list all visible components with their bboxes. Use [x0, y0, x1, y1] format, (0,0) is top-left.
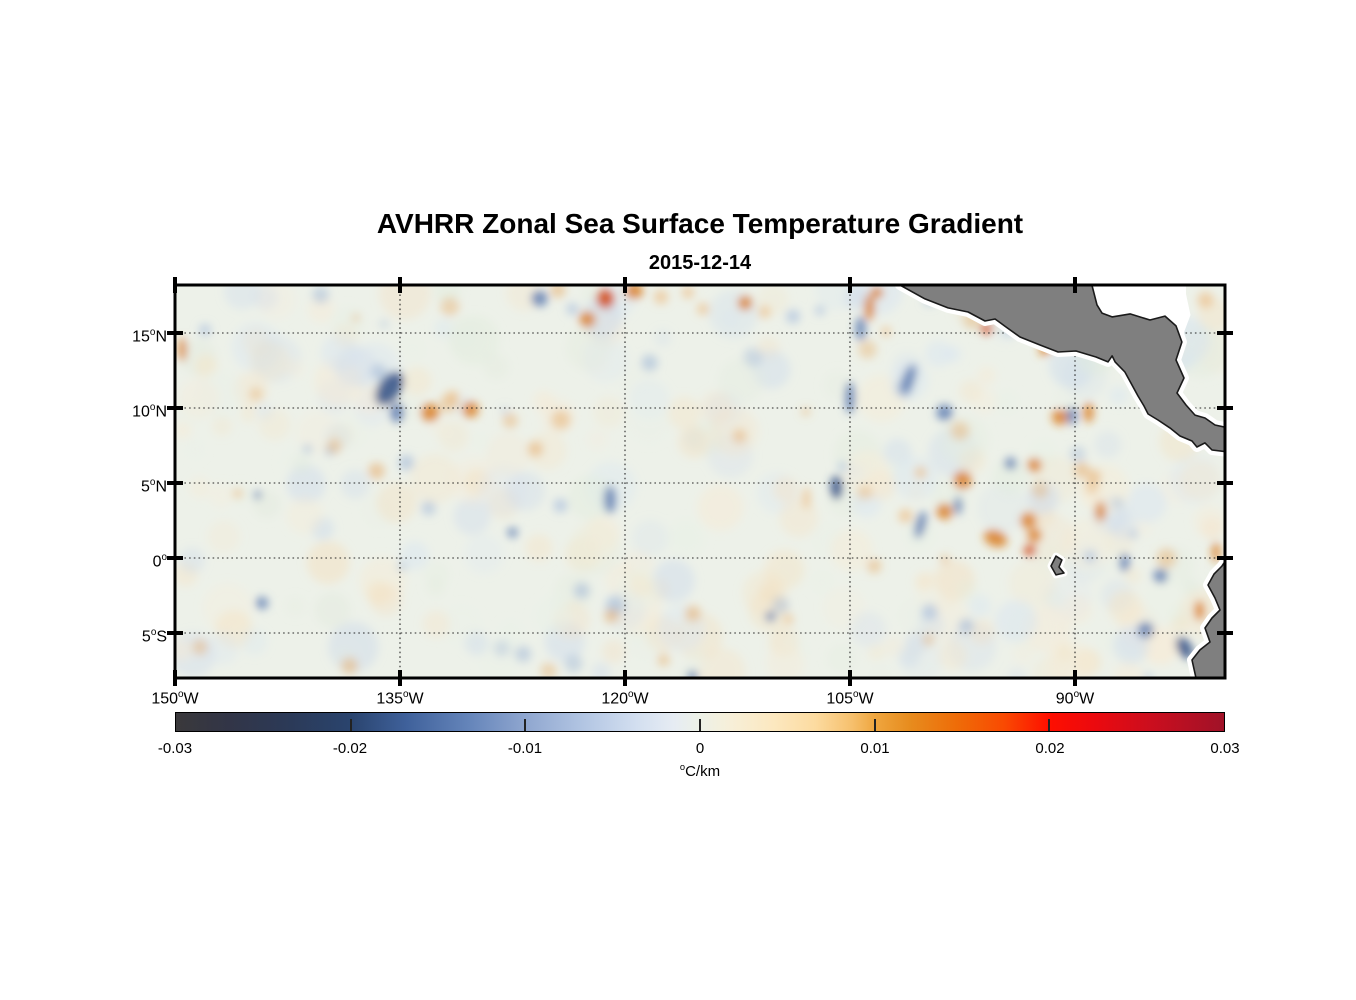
colorbar-tick-label-0.02: 0.02 [1035, 740, 1065, 757]
y-tick-label-15N: 15oN [132, 327, 167, 346]
x-tick-label-135W: 135oW [376, 689, 424, 708]
colorbar-tick-label--0.02: -0.02 [332, 740, 368, 757]
colorbar-unit: oC/km [679, 762, 721, 780]
colorbar-tick [873, 719, 876, 731]
colorbar-tick [699, 719, 701, 731]
colorbar-tick [1048, 719, 1051, 731]
x-tick-label-150W: 150oW [151, 689, 199, 708]
landmass-galapagos [1050, 555, 1065, 576]
x-tick-label-90W: 90oW [1055, 689, 1095, 708]
colorbar-tick [524, 719, 527, 731]
colorbar [175, 712, 1225, 732]
y-tick-label-5S: 5oS [141, 627, 167, 646]
colorbar-tick-label-0.01: 0.01 [860, 740, 890, 757]
y-tick-label-0: 0o [152, 552, 167, 571]
map-canvas [167, 277, 1233, 686]
colorbar-tick-label-0.03: 0.03 [1210, 740, 1240, 757]
colorbar-tick-label--0.03: -0.03 [157, 740, 193, 757]
plot-frame [173, 283, 1227, 680]
chart-title: AVHRR Zonal Sea Surface Temperature Grad… [376, 208, 1024, 239]
x-tick-label-120W: 120oW [601, 689, 649, 708]
colorbar-tick [349, 719, 352, 731]
landmass-south-america [1191, 559, 1225, 678]
colorbar-tick-label-0: 0 [695, 740, 705, 757]
chart-subtitle: 2015-12-14 [648, 252, 752, 274]
landmass-central-america [899, 285, 1225, 453]
y-tick-label-10N: 10oN [132, 402, 167, 421]
colorbar-tick-label--0.01: -0.01 [507, 740, 543, 757]
sst-gradient-field [175, 285, 1225, 678]
y-tick-label-5N: 5oN [141, 477, 167, 496]
x-tick-label-105W: 105oW [826, 689, 874, 708]
map-plot [155, 265, 1245, 698]
